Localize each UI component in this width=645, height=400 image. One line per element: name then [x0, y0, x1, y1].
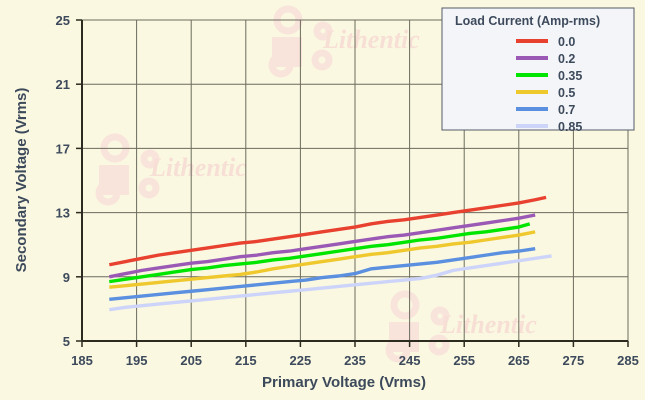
x-tick-label: 185 — [71, 353, 93, 368]
watermark-text-2: Lithentic — [322, 25, 420, 54]
legend-label: 0.5 — [558, 86, 575, 100]
series-line-0-7 — [109, 247, 536, 301]
legend-item-0-2[interactable]: 0.2 — [516, 52, 575, 66]
x-tick-label: 225 — [290, 353, 312, 368]
y-axis-title: Secondary Voltage (Vrms) — [13, 88, 30, 273]
legend-item-0-35[interactable]: 0.35 — [516, 69, 582, 83]
axes — [76, 19, 629, 347]
y-tick-label: 25 — [56, 13, 70, 28]
x-tick-label: 215 — [235, 353, 257, 368]
legend-label: 0.85 — [558, 120, 582, 134]
legend-label: 0.0 — [558, 35, 575, 49]
watermark-text-3: Lithentic — [439, 310, 537, 339]
legend-item-0-5[interactable]: 0.5 — [516, 86, 575, 100]
watermark-logo-3 — [385, 290, 450, 363]
y-tick-label: 5 — [63, 334, 70, 349]
series-line-0-2 — [108, 213, 536, 279]
x-tick-label: 195 — [126, 353, 148, 368]
y-tick-label: 21 — [56, 77, 70, 92]
legend-entries: 0.0 0.2 0.35 0.5 0.7 0.85 — [516, 35, 582, 134]
legend-label: 0.2 — [558, 52, 575, 66]
legend-title: Load Current (Amp-rms) — [455, 14, 600, 28]
x-tick-label: 245 — [399, 353, 421, 368]
tick-labels: 185 195 205 215 225 235 245 255 265 275 285 5 9 13 17 2… — [56, 13, 639, 368]
x-tick-label: 265 — [508, 353, 530, 368]
x-axis-title: Primary Voltage (Vrms) — [262, 374, 426, 391]
legend-item-0-85[interactable]: 0.85 — [516, 120, 582, 134]
legend-item-0-0[interactable]: 0.0 — [516, 35, 575, 49]
x-tick-label: 285 — [617, 353, 639, 368]
legend: Load Current (Amp-rms) 0.00.20.350.50.70… — [441, 7, 635, 134]
x-tick-label: 235 — [344, 353, 366, 368]
legend-label: 0.7 — [558, 103, 575, 117]
watermark-text-1: Lithentic — [149, 153, 247, 182]
watermark-group: Lithentic Lithentic Lithentic — [95, 5, 537, 363]
legend-label: 0.35 — [558, 69, 582, 83]
data-series-layer — [108, 195, 552, 312]
y-tick-label: 9 — [63, 270, 70, 285]
y-tick-label: 13 — [56, 206, 70, 221]
x-tick-label: 255 — [453, 353, 475, 368]
series-line-0-0 — [108, 195, 547, 267]
x-tick-label: 205 — [180, 353, 202, 368]
x-tick-label: 275 — [563, 353, 585, 368]
series-line-0-5 — [109, 230, 536, 289]
legend-item-0-7[interactable]: 0.7 — [516, 103, 575, 117]
y-tick-label: 17 — [56, 141, 70, 156]
gridlines — [82, 19, 629, 341]
series-line-0-85 — [109, 254, 552, 312]
series-line-0-35 — [109, 222, 531, 284]
